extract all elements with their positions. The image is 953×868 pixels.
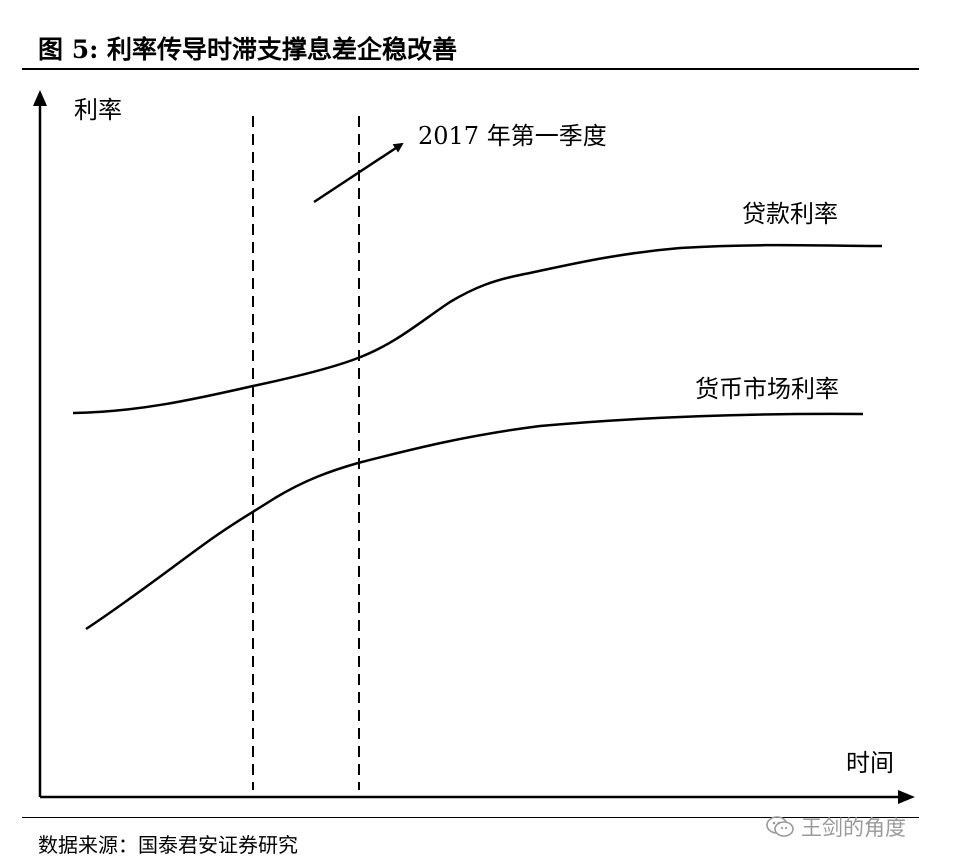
figure-title: 图 5: 利率传导时滞支撑息差企稳改善: [38, 35, 458, 64]
x-axis-arrow: [898, 790, 915, 804]
x-axis-label: 时间: [846, 749, 894, 777]
y-axis-label: 利率: [74, 96, 122, 124]
loan-rate-curve: [72, 243, 883, 415]
watermark-text: 王剑的角度: [801, 816, 906, 840]
watermark: 王剑的角度: [765, 812, 906, 842]
loan-rate-label: 贷款利率: [742, 200, 838, 228]
wechat-icon: [766, 816, 794, 837]
y-axis-arrow: [33, 90, 47, 106]
source-note: 数据来源：国泰君安证券研究: [38, 833, 298, 857]
footer-rule: [22, 817, 919, 818]
annotation-arrow: [313, 142, 404, 204]
money-market-rate-label: 货币市场利率: [695, 375, 839, 403]
money-market-rate-curve: [85, 412, 864, 631]
title-rule: [22, 68, 919, 70]
annotation-label: 2017 年第一季度: [418, 122, 607, 150]
